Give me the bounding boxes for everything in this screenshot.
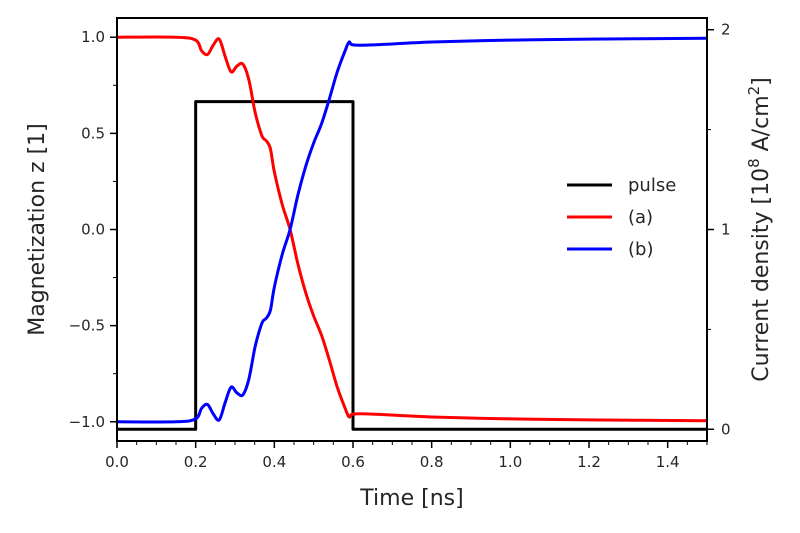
y-tick-label: −0.5 xyxy=(69,317,105,335)
x-axis-label: Time [ns] xyxy=(359,486,463,511)
series-line-1 xyxy=(117,35,707,423)
plot-frame xyxy=(116,17,708,442)
series-layer xyxy=(117,35,707,431)
y2-label-exp2: 2 xyxy=(745,86,763,96)
x-tick-label: 1.0 xyxy=(498,453,522,471)
y-tick-label: 0.5 xyxy=(81,124,105,142)
y-tick-label: −1.0 xyxy=(69,413,105,431)
legend-label: pulse xyxy=(628,175,676,196)
ticks-layer: 0.0 0.2 0.4 0.6 0.8 1.0 1.2 1.4 −1.0 −0.5 0.0 0.5 1.… xyxy=(69,21,731,471)
y2-label-exp1: 8 xyxy=(745,158,763,168)
x-tick-label: 1.4 xyxy=(656,453,680,471)
y2-tick-label: 1 xyxy=(721,221,731,239)
legend: pulse (a) (b) xyxy=(567,175,676,260)
x-tick-label: 0.4 xyxy=(262,453,286,471)
x-tick-label: 0.2 xyxy=(184,453,208,471)
y-tick-label: 1.0 xyxy=(81,28,105,46)
y2-axis-label: Current density [108 A/cm2] xyxy=(745,77,774,382)
y2-tick-label: 2 xyxy=(721,21,731,39)
y2-label-end: ] xyxy=(749,77,774,86)
x-tick-label: 0.8 xyxy=(420,453,444,471)
x-tick-label: 0.0 xyxy=(105,453,129,471)
legend-label: (b) xyxy=(628,239,653,260)
y-axis-label: Magnetization z [1] xyxy=(25,123,50,336)
series-line-0 xyxy=(117,100,707,431)
x-tick-label: 1.2 xyxy=(577,453,601,471)
y2-label-mid: A/cm xyxy=(749,95,774,158)
y2-tick-label: 0 xyxy=(721,420,731,438)
y-tick-label: 0.0 xyxy=(81,221,105,239)
y2-label-main: Current density [10 xyxy=(749,168,774,382)
series-line-2 xyxy=(117,36,707,424)
legend-label: (a) xyxy=(628,207,653,228)
x-tick-label: 0.6 xyxy=(341,453,365,471)
